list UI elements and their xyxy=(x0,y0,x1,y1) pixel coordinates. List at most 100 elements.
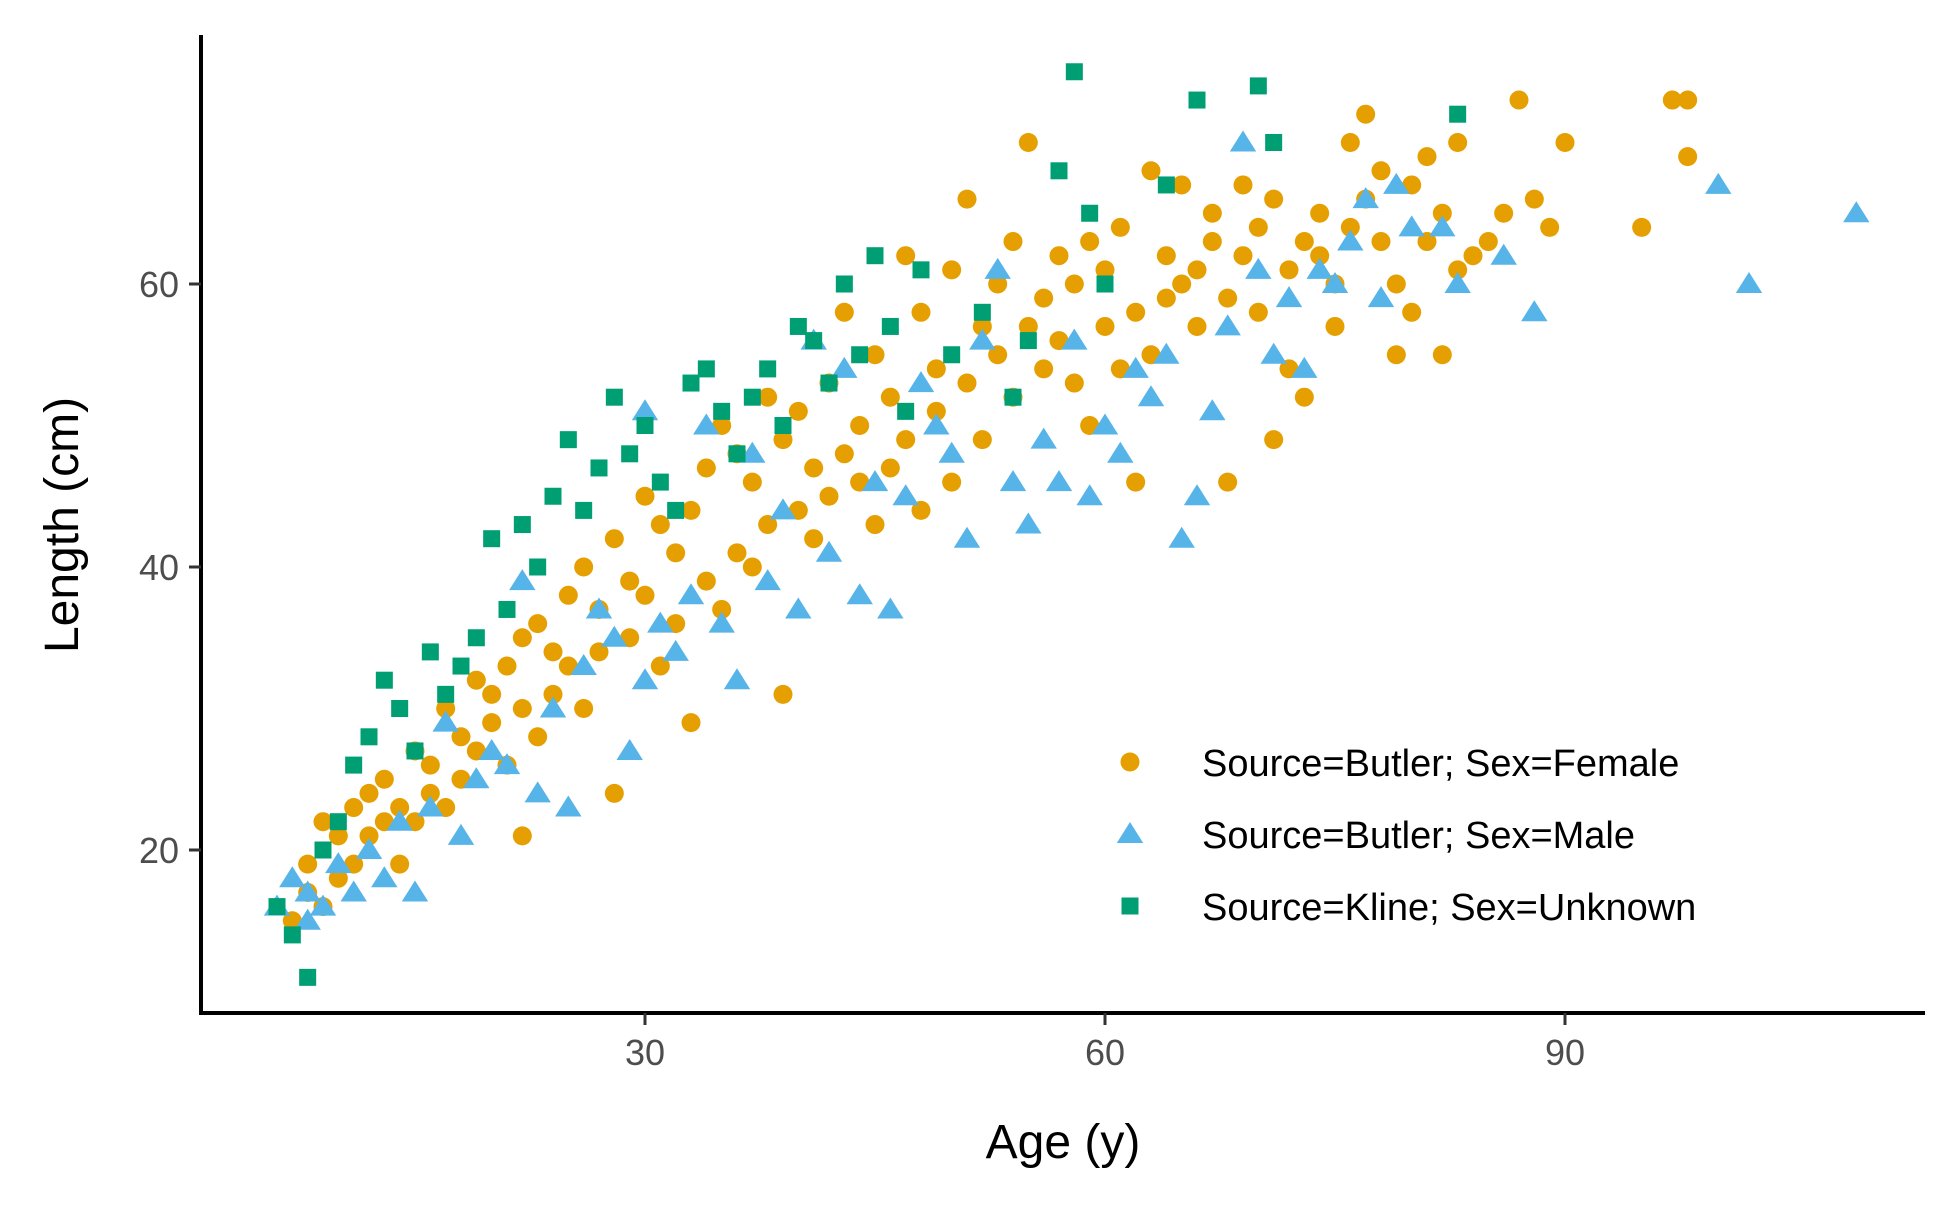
data-point xyxy=(723,668,751,690)
data-point xyxy=(528,614,548,634)
data-point xyxy=(524,781,551,803)
data-point xyxy=(605,388,623,406)
data-point xyxy=(482,713,502,733)
data-point xyxy=(1463,246,1483,266)
data-point xyxy=(938,441,965,463)
data-point xyxy=(758,515,778,535)
data-point xyxy=(401,880,429,902)
data-point xyxy=(344,854,364,874)
data-point xyxy=(708,611,735,633)
data-point xyxy=(693,413,720,435)
data-point xyxy=(279,866,306,888)
data-point xyxy=(1126,472,1146,492)
data-point xyxy=(539,696,567,718)
data-point xyxy=(815,540,843,562)
data-point xyxy=(666,543,686,563)
data-point xyxy=(371,866,398,888)
data-point xyxy=(682,374,700,392)
legend-item: Source=Butler; Sex=Male xyxy=(1116,815,1635,857)
data-point xyxy=(1352,187,1379,209)
data-point xyxy=(543,684,563,704)
y-tick-label: 20 xyxy=(139,830,179,871)
data-point xyxy=(621,445,639,463)
data-point xyxy=(953,526,981,548)
data-point xyxy=(1279,359,1299,379)
data-point xyxy=(574,699,594,718)
data-point xyxy=(897,402,915,420)
data-point xyxy=(984,257,1011,279)
data-point xyxy=(344,798,364,818)
data-point xyxy=(466,741,486,761)
data-point xyxy=(880,458,900,478)
data-point xyxy=(1371,161,1391,181)
data-point xyxy=(742,472,762,492)
legend-item: Source=Kline; Sex=Unknown xyxy=(1121,887,1696,929)
data-point xyxy=(877,597,904,619)
data-point xyxy=(662,639,689,661)
data-point xyxy=(636,417,654,434)
data-point xyxy=(340,880,367,902)
data-point xyxy=(313,812,333,832)
data-point xyxy=(1233,246,1253,266)
data-point xyxy=(866,247,884,265)
data-point xyxy=(635,486,655,506)
data-point xyxy=(1448,133,1468,152)
series-2 xyxy=(263,130,1870,930)
data-point xyxy=(728,445,746,463)
data-point xyxy=(1003,232,1023,252)
data-point xyxy=(635,585,655,605)
data-point xyxy=(831,356,858,378)
data-point xyxy=(1050,162,1068,180)
data-point xyxy=(988,274,1008,294)
data-point xyxy=(482,684,502,704)
data-point xyxy=(712,416,732,435)
data-point xyxy=(420,755,440,775)
data-point xyxy=(1356,104,1376,124)
data-point xyxy=(1233,175,1253,195)
data-point xyxy=(1157,176,1175,194)
data-point xyxy=(677,583,705,605)
data-point xyxy=(390,798,410,818)
data-point xyxy=(1249,77,1267,95)
data-point xyxy=(865,515,885,535)
data-point xyxy=(785,597,812,619)
data-point xyxy=(1275,286,1303,308)
data-point xyxy=(926,359,946,379)
data-point xyxy=(374,812,394,832)
data-point xyxy=(957,189,977,209)
data-point xyxy=(282,911,302,931)
data-point xyxy=(1030,427,1057,449)
data-point xyxy=(754,569,781,591)
data-point xyxy=(1080,232,1100,252)
data-point xyxy=(911,302,931,322)
points-layer xyxy=(263,63,1870,986)
data-point xyxy=(923,413,950,435)
data-point xyxy=(1662,90,1682,110)
data-point xyxy=(907,371,935,393)
data-point xyxy=(942,472,962,492)
data-point xyxy=(309,894,337,916)
data-point xyxy=(1260,342,1287,364)
data-point xyxy=(926,401,946,421)
data-point xyxy=(1229,130,1257,152)
data-point xyxy=(1432,345,1452,365)
data-point xyxy=(555,795,582,817)
data-point xyxy=(1494,203,1514,223)
data-point xyxy=(1126,302,1146,322)
data-point xyxy=(1202,232,1222,252)
data-point xyxy=(1018,316,1038,336)
data-point xyxy=(696,458,716,478)
data-point xyxy=(1383,172,1410,194)
data-point xyxy=(865,345,885,365)
data-point xyxy=(1141,345,1161,365)
series-1 xyxy=(282,90,1698,931)
data-point xyxy=(835,275,853,293)
data-point xyxy=(359,783,379,803)
data-point xyxy=(1188,91,1206,109)
data-point xyxy=(697,360,715,378)
data-point xyxy=(1122,356,1149,378)
y-tick-label: 40 xyxy=(139,547,179,588)
data-point xyxy=(451,769,471,789)
data-point xyxy=(574,557,594,577)
data-point xyxy=(1095,316,1115,336)
